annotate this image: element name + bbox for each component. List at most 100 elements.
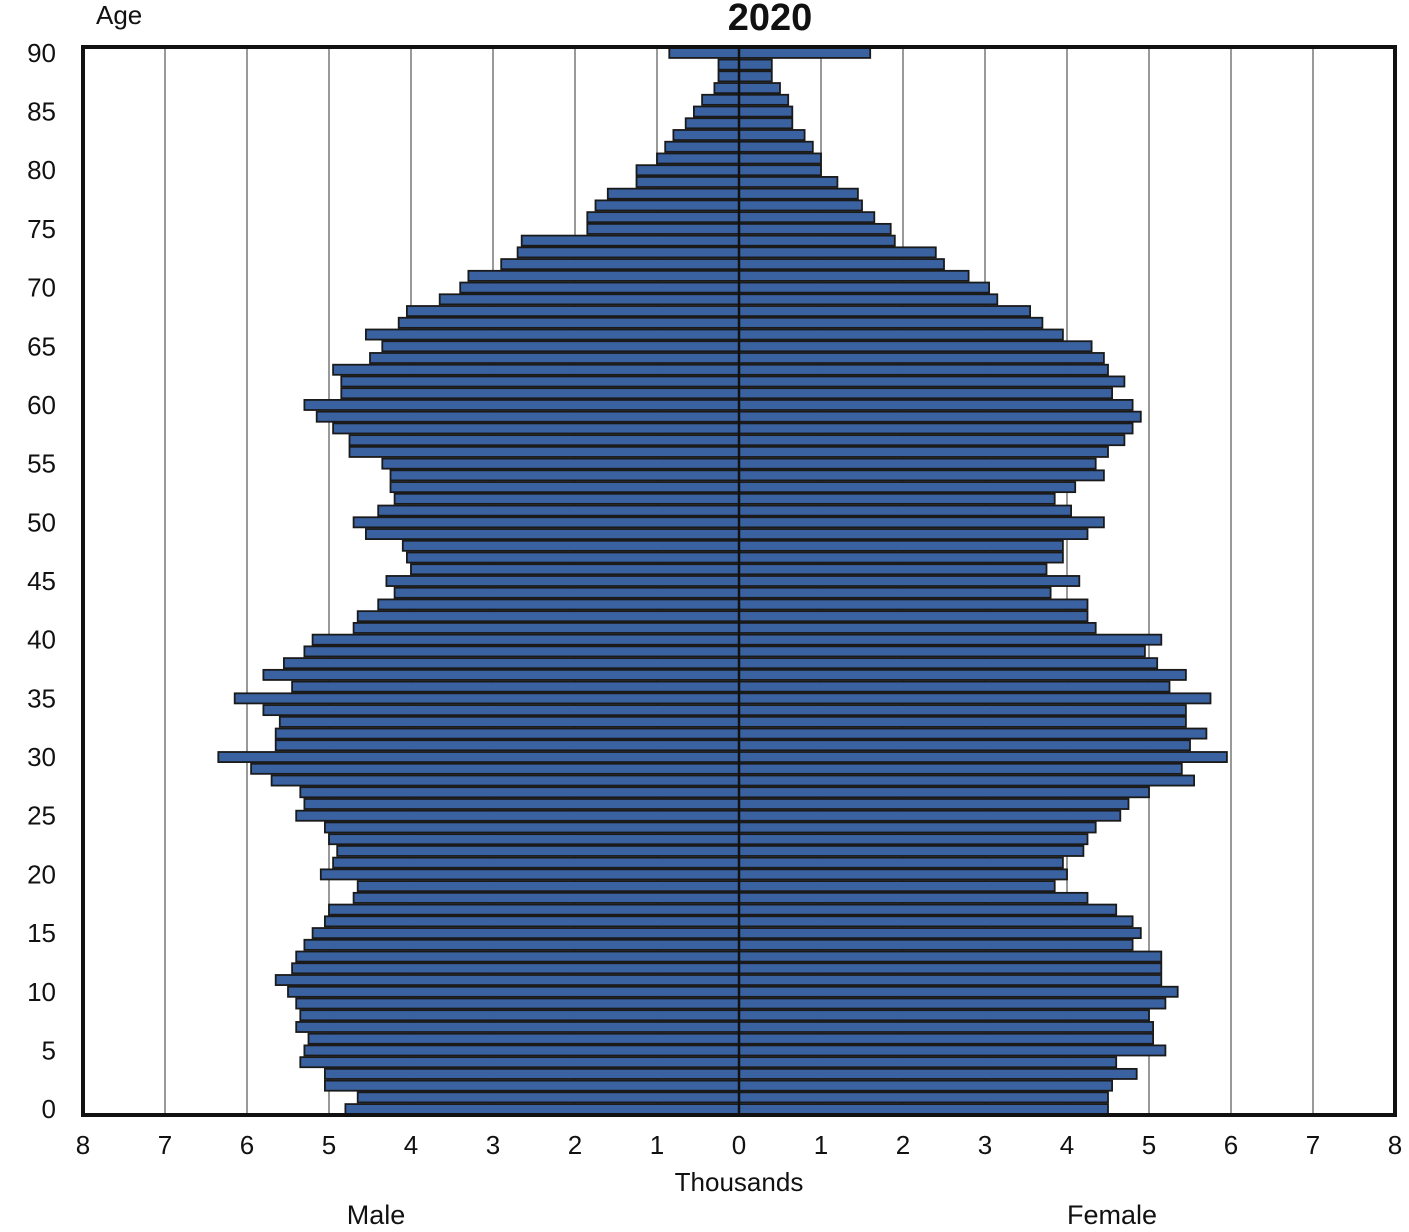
bar-female-age-78 — [738, 187, 859, 200]
y-tick-label: 45 — [27, 566, 56, 596]
x-tick-label: 8 — [1388, 1130, 1402, 1160]
bar-female-age-68 — [738, 305, 1032, 318]
bar-male-age-19 — [356, 880, 740, 893]
bar-male-age-38 — [282, 657, 740, 670]
bar-male-age-15 — [311, 927, 740, 940]
bar-male-age-90 — [668, 46, 740, 59]
bar-male-age-41 — [352, 621, 740, 634]
bar-male-age-78 — [606, 187, 740, 200]
bar-female-age-16 — [738, 915, 1134, 928]
bar-male-age-45 — [385, 575, 740, 587]
bar-female-age-11 — [738, 974, 1163, 986]
bar-female-age-71 — [738, 269, 970, 282]
y-tick-label: 25 — [27, 801, 56, 831]
x-tick-label: 8 — [76, 1130, 90, 1160]
bar-male-age-62 — [340, 375, 740, 388]
bar-male-age-60 — [303, 399, 740, 411]
bar-female-age-27 — [738, 786, 1150, 799]
bar-male-age-21 — [332, 856, 740, 869]
bar-female-age-89 — [738, 58, 773, 71]
bar-male-age-39 — [303, 645, 740, 658]
bar-male-age-64 — [369, 352, 740, 364]
y-tick-label: 70 — [27, 273, 56, 303]
bar-female-age-88 — [738, 70, 773, 83]
y-tick-label: 65 — [27, 331, 56, 361]
bar-female-age-35 — [738, 692, 1212, 705]
bar-male-age-30 — [217, 751, 740, 763]
bar-female-age-66 — [738, 328, 1064, 341]
bar-female-age-0 — [738, 1103, 1109, 1116]
bar-female-age-12 — [738, 962, 1163, 975]
bar-male-age-37 — [262, 668, 740, 681]
bar-female-age-62 — [738, 375, 1126, 388]
bar-female-age-6 — [738, 1032, 1155, 1045]
bar-male-age-69 — [438, 293, 740, 306]
bar-female-age-42 — [738, 610, 1089, 623]
bar-female-age-61 — [738, 387, 1114, 400]
bar-male-age-85 — [693, 105, 740, 118]
y-tick-label: 15 — [27, 918, 56, 948]
bar-male-age-7 — [295, 1021, 740, 1033]
bar-female-age-43 — [738, 598, 1089, 611]
bar-male-age-20 — [319, 868, 740, 881]
y-axis-label: Age — [96, 0, 142, 30]
bar-female-age-48 — [738, 539, 1064, 552]
x-tick-label: 7 — [1306, 1130, 1320, 1160]
bar-male-age-75 — [586, 222, 740, 235]
bar-male-age-28 — [270, 774, 740, 787]
bar-female-age-33 — [738, 715, 1187, 728]
x-tick-labels: 8 7 6 5 4 3 2 1 0 1 2 3 4 5 6 7 8 — [76, 1130, 1402, 1160]
bar-female-age-82 — [738, 140, 814, 153]
bar-male-age-24 — [323, 821, 740, 834]
x-tick-label: 2 — [896, 1130, 910, 1160]
y-tick-label: 5 — [42, 1035, 56, 1065]
x-tick-label: 1 — [814, 1130, 828, 1160]
x-tick-label: 7 — [158, 1130, 172, 1160]
bar-male-age-49 — [364, 528, 740, 541]
bar-male-age-0 — [344, 1103, 740, 1116]
bar-female-age-38 — [738, 657, 1159, 670]
bar-female-age-53 — [738, 481, 1077, 494]
bar-male-age-72 — [500, 258, 740, 271]
bar-female-age-72 — [738, 258, 945, 271]
bar-female-age-14 — [738, 938, 1134, 951]
y-tick-label: 20 — [27, 859, 56, 889]
y-tick-labels: 0 5 10 15 20 25 30 35 40 45 50 55 60 65 70 75 80 85 90 — [27, 38, 56, 1124]
bar-female-age-10 — [738, 985, 1179, 998]
x-tick-label: 5 — [322, 1130, 336, 1160]
bar-male-age-61 — [340, 387, 740, 400]
bar-male-age-34 — [262, 704, 740, 717]
bar-male-age-86 — [701, 93, 740, 106]
bar-female-age-55 — [738, 457, 1097, 470]
bar-male-age-79 — [635, 176, 740, 188]
bar-male-age-59 — [315, 410, 740, 423]
bar-female-age-34 — [738, 704, 1187, 717]
bar-female-age-18 — [738, 891, 1089, 904]
bar-female-age-44 — [738, 586, 1052, 599]
bar-female-age-80 — [738, 164, 822, 177]
bar-female-age-65 — [738, 340, 1093, 353]
bar-female-age-79 — [738, 176, 839, 188]
x-tick-label: 5 — [1142, 1130, 1156, 1160]
bar-male-age-8 — [299, 1009, 740, 1022]
x-tick-label: 4 — [1060, 1130, 1074, 1160]
bar-female-age-87 — [738, 82, 781, 95]
bar-female-age-36 — [738, 680, 1171, 693]
bar-female-age-70 — [738, 281, 991, 294]
bar-male-age-22 — [336, 844, 740, 857]
bar-female-age-32 — [738, 727, 1208, 740]
bar-male-age-48 — [401, 539, 740, 552]
bar-female-age-52 — [738, 492, 1056, 505]
bar-male-age-31 — [274, 739, 740, 752]
bar-male-age-14 — [303, 938, 740, 951]
bar-female-age-19 — [738, 880, 1056, 893]
bar-female-age-58 — [738, 422, 1134, 435]
bar-male-age-43 — [377, 598, 740, 611]
bar-male-age-46 — [410, 563, 740, 576]
bar-male-age-87 — [713, 82, 740, 95]
bar-male-age-56 — [348, 445, 740, 458]
y-tick-label: 10 — [27, 977, 56, 1007]
bar-male-age-47 — [405, 551, 740, 564]
bar-female-age-57 — [738, 434, 1126, 447]
